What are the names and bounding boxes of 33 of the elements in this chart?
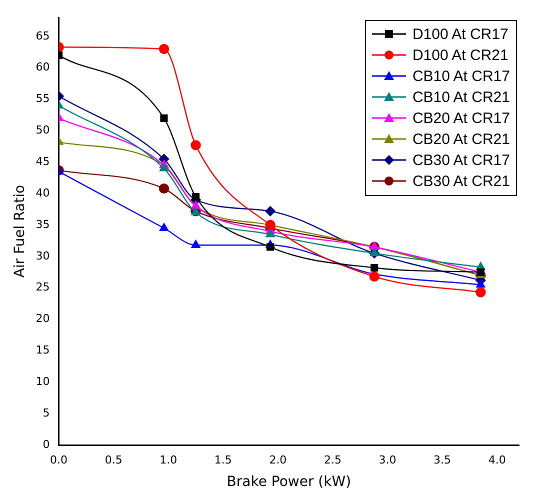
x-tick-label: 1.0 xyxy=(160,453,178,466)
x-tick-label: 2.0 xyxy=(269,453,287,466)
y-tick-label: 60 xyxy=(36,60,50,74)
y-tick-label: 45 xyxy=(36,155,50,168)
y-tick-label: 55 xyxy=(36,92,50,106)
y-tick-label: 20 xyxy=(36,312,50,326)
legend-label: D100 At CR17 xyxy=(412,26,508,43)
y-tick-label: 35 xyxy=(36,218,50,231)
y-tick-label: 40 xyxy=(36,186,50,200)
x-tick-label: 0.5 xyxy=(104,453,122,466)
y-axis-title: Air Fuel Ratio xyxy=(12,184,28,278)
y-tick-label: 5 xyxy=(42,406,50,420)
x-tick-label: 2.5 xyxy=(324,453,342,466)
legend-label: CB20 At CR17 xyxy=(412,110,510,127)
x-axis-title: Brake Power (kW) xyxy=(226,474,352,490)
y-tick-label: 65 xyxy=(36,29,50,42)
legend-label: CB10 At CR21 xyxy=(412,88,510,106)
y-tick-label: 25 xyxy=(36,280,50,294)
legend-label: CB30 At CR17 xyxy=(412,152,510,169)
legend-label: D100 At CR21 xyxy=(412,46,508,64)
x-tick-label: 3.0 xyxy=(378,453,396,466)
y-tick-label: 15 xyxy=(36,344,50,357)
x-tick-label: 0.0 xyxy=(50,453,68,466)
y-tick-label: 10 xyxy=(36,375,50,388)
legend-label: CB10 At CR17 xyxy=(412,68,510,85)
x-tick-label: 4.0 xyxy=(488,453,506,466)
y-tick-label: 30 xyxy=(36,249,50,262)
legend-label: CB30 At CR21 xyxy=(412,172,510,190)
y-tick-label: 0 xyxy=(42,438,50,451)
y-tick-label: 50 xyxy=(36,124,50,137)
legend-label: CB20 At CR21 xyxy=(412,130,510,148)
x-tick-label: 3.5 xyxy=(434,453,452,466)
x-tick-label: 1.5 xyxy=(214,453,232,466)
